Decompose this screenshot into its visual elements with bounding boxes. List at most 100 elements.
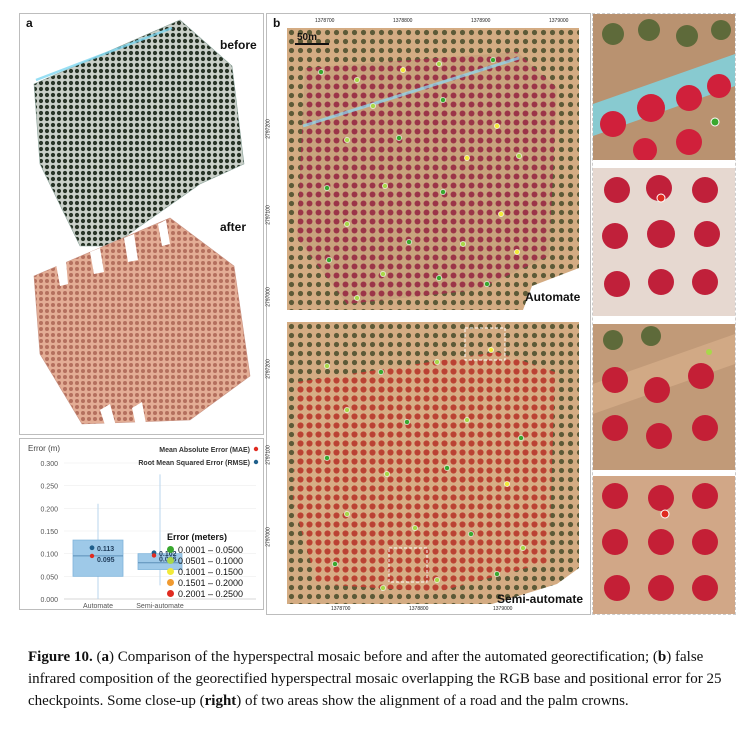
checkpoint-marker — [494, 123, 500, 129]
error-boxplot: Error (m) 0.000 0.050 0.100 0.150 0.200 0.250 0… — [28, 444, 259, 609]
map-automate — [287, 28, 579, 310]
left-tick: 2797200 — [265, 359, 272, 379]
x-tick-label: Automate — [83, 603, 113, 609]
checkpoint-marker — [494, 571, 500, 577]
checkpoint-marker — [344, 511, 350, 517]
left-tick: 2797100 — [265, 205, 272, 225]
y-tick-label: 0.050 — [40, 574, 58, 581]
legend-label: 0.2001 – 0.2500 — [178, 588, 244, 599]
y-tick-label: 0.250 — [40, 484, 58, 491]
bottom-tick: 1379000 — [493, 606, 513, 612]
left-tick: 2797000 — [265, 287, 272, 307]
legend-swatch — [167, 579, 174, 586]
closeup-road-semi — [593, 324, 735, 470]
checkpoint-marker — [326, 257, 332, 263]
checkpoint-marker — [344, 137, 350, 143]
checkpoint-marker — [332, 561, 338, 567]
chart-legend-swatch — [253, 446, 259, 452]
checkpoint-marker — [378, 369, 384, 375]
caption-ref-b: b — [657, 649, 667, 665]
before-label: before — [220, 38, 257, 52]
caption-text: ( — [92, 649, 102, 665]
scale-bar: 50m — [295, 32, 335, 45]
boxplot-panel: Error (m) 0.000 0.050 0.100 0.150 0.200 0.250 0… — [19, 438, 264, 610]
legend-title: Error (meters) — [167, 532, 228, 542]
chart-legend-swatch — [253, 459, 259, 465]
chart-legend-label: Mean Absolute Error (MAE) — [159, 447, 250, 454]
checkpoint-marker — [396, 135, 402, 141]
closeup-panels — [592, 13, 736, 615]
figure-caption: Figure 10. (a) Comparison of the hypersp… — [28, 646, 728, 712]
legend-swatch — [167, 557, 174, 564]
top-tick: 1379000 — [549, 18, 569, 24]
error-legend: Error (meters) 0.0001 – 0.0500 0.0501 – 0… — [167, 532, 277, 599]
panel-b-label: b — [273, 16, 281, 30]
y-tick-label: 0.100 — [40, 552, 58, 559]
checkpoint-marker — [344, 221, 350, 227]
checkpoint-marker — [518, 435, 524, 441]
rmse-value-label: 0.102 — [159, 551, 177, 558]
legend-swatch — [167, 546, 174, 553]
legend-item: 0.0001 – 0.0500 — [167, 544, 277, 555]
checkpoint-marker — [324, 363, 330, 369]
top-tick: 1378800 — [393, 18, 413, 24]
y-tick-label: 0.150 — [40, 529, 58, 536]
checkpoint-marker — [324, 185, 330, 191]
map-semi-automate — [287, 322, 579, 604]
checkpoint-marker — [440, 189, 446, 195]
top-tick: 1378900 — [471, 18, 491, 24]
checkpoint-marker — [400, 67, 406, 73]
checkpoint-marker — [460, 241, 466, 247]
checkpoint-marker — [344, 407, 350, 413]
checkpoint-marker — [382, 183, 388, 189]
checkpoint-marker — [464, 155, 470, 161]
legend-item: 0.1001 – 0.1500 — [167, 566, 277, 577]
caption-ref-right: right — [204, 693, 237, 709]
legend-label: 0.0501 – 0.1000 — [178, 555, 244, 566]
checkpoint-marker — [384, 471, 390, 477]
panel-b: b 1378700 1378800 1378900 — [167, 13, 591, 615]
legend-label: 0.0001 – 0.0500 — [178, 544, 244, 555]
checkpoint-marker — [464, 417, 470, 423]
checkpoint-marker — [324, 455, 330, 461]
legend-swatch — [167, 590, 174, 597]
rmse-marker — [89, 545, 95, 551]
checkpoint-marker — [488, 347, 494, 353]
x-tick-label: Semi-automate — [136, 603, 184, 609]
legend-label: 0.1001 – 0.1500 — [178, 566, 244, 577]
y-tick-label: 0.000 — [40, 597, 58, 604]
checkpoint-marker — [370, 103, 376, 109]
y-axis-label: Error (m) — [28, 444, 60, 453]
checkpoint-marker — [404, 419, 410, 425]
checkpoint-marker — [484, 281, 490, 287]
checkpoint-marker — [354, 77, 360, 83]
bottom-tick: 1378700 — [331, 606, 351, 612]
checkpoint-marker — [380, 271, 386, 277]
checkpoint-marker — [468, 531, 474, 537]
legend-swatch — [167, 568, 174, 575]
left-tick: 2797200 — [265, 119, 272, 139]
caption-text: ) Comparison of the hyperspectral mosaic… — [108, 649, 658, 665]
caption-text: ) false infrared composition of the geor… — [28, 649, 722, 709]
closeup-palms-automate — [593, 168, 735, 316]
before-mosaic — [33, 19, 251, 428]
figure-label: Figure 10. — [28, 649, 93, 665]
legend-label: 0.1501 – 0.2000 — [178, 577, 244, 588]
checkpoint-marker — [412, 525, 418, 531]
bottom-tick: 1378800 — [409, 606, 429, 612]
checkpoint-marker — [354, 295, 360, 301]
checkpoint-marker — [406, 239, 412, 245]
legend-item: 0.0501 – 0.1000 — [167, 555, 277, 566]
caption-text: ) of two areas show the alignment of a r… — [236, 693, 629, 709]
checkpoint-marker — [380, 585, 386, 591]
semi-automate-label: Semi-automate — [497, 592, 584, 606]
left-tick: 2797100 — [265, 445, 272, 465]
after-label: after — [220, 220, 247, 234]
panel-a-label: a — [26, 16, 33, 30]
mae-marker — [151, 553, 157, 558]
top-tick: 1378700 — [315, 18, 335, 24]
y-tick-label: 0.300 — [40, 461, 58, 468]
y-tick-label: 0.200 — [40, 506, 58, 513]
closeup-road-automate — [593, 14, 735, 160]
checkpoint-marker — [436, 61, 442, 67]
